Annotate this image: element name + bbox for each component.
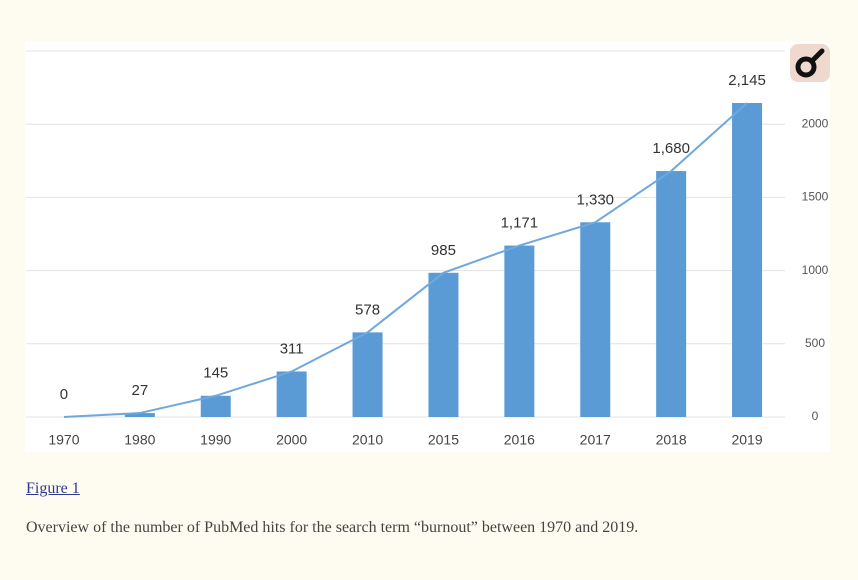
x-tick-label: 2000 <box>276 432 307 448</box>
trend-line <box>63 102 748 418</box>
zoom-icon[interactable] <box>790 44 830 82</box>
data-label: 985 <box>431 242 456 259</box>
data-label: 145 <box>203 365 228 382</box>
y-tick-label: 500 <box>805 336 825 350</box>
chart-background <box>25 42 830 452</box>
bar <box>656 171 687 417</box>
bar <box>124 413 155 417</box>
x-tick-label: 1990 <box>200 432 231 448</box>
y-tick-label: 2000 <box>802 116 829 130</box>
x-tick-label: 2015 <box>428 432 459 448</box>
figure-caption: Overview of the number of PubMed hits fo… <box>26 519 639 536</box>
bar <box>276 371 307 417</box>
data-label: 1,680 <box>652 140 690 157</box>
figure-link[interactable]: Figure 1 <box>26 480 80 497</box>
y-tick-label: 1000 <box>802 263 829 277</box>
bar <box>352 332 383 417</box>
bar <box>200 395 231 417</box>
data-label: 1,171 <box>501 215 539 232</box>
x-tick-label: 2017 <box>580 432 611 448</box>
bar <box>428 272 459 417</box>
data-label: 2,145 <box>728 72 766 89</box>
data-label: 27 <box>132 382 149 399</box>
x-tick-label: 2019 <box>731 432 762 448</box>
x-tick-label: 1970 <box>48 432 79 448</box>
bar <box>732 102 763 418</box>
data-label: 1,330 <box>576 191 614 208</box>
data-label: 0 <box>60 386 68 403</box>
x-tick-label: 1980 <box>124 432 155 448</box>
y-tick-label: 1500 <box>802 190 829 204</box>
y-tick-label: 0 <box>812 409 819 423</box>
bar <box>504 245 535 417</box>
data-label: 578 <box>355 301 380 318</box>
x-tick-label: 2016 <box>504 432 535 448</box>
chart: 0500100015002000250019701980199020002010… <box>25 42 830 452</box>
data-label: 311 <box>280 340 304 357</box>
x-tick-label: 2010 <box>352 432 383 448</box>
x-tick-label: 2018 <box>656 432 687 448</box>
bar <box>580 222 611 417</box>
